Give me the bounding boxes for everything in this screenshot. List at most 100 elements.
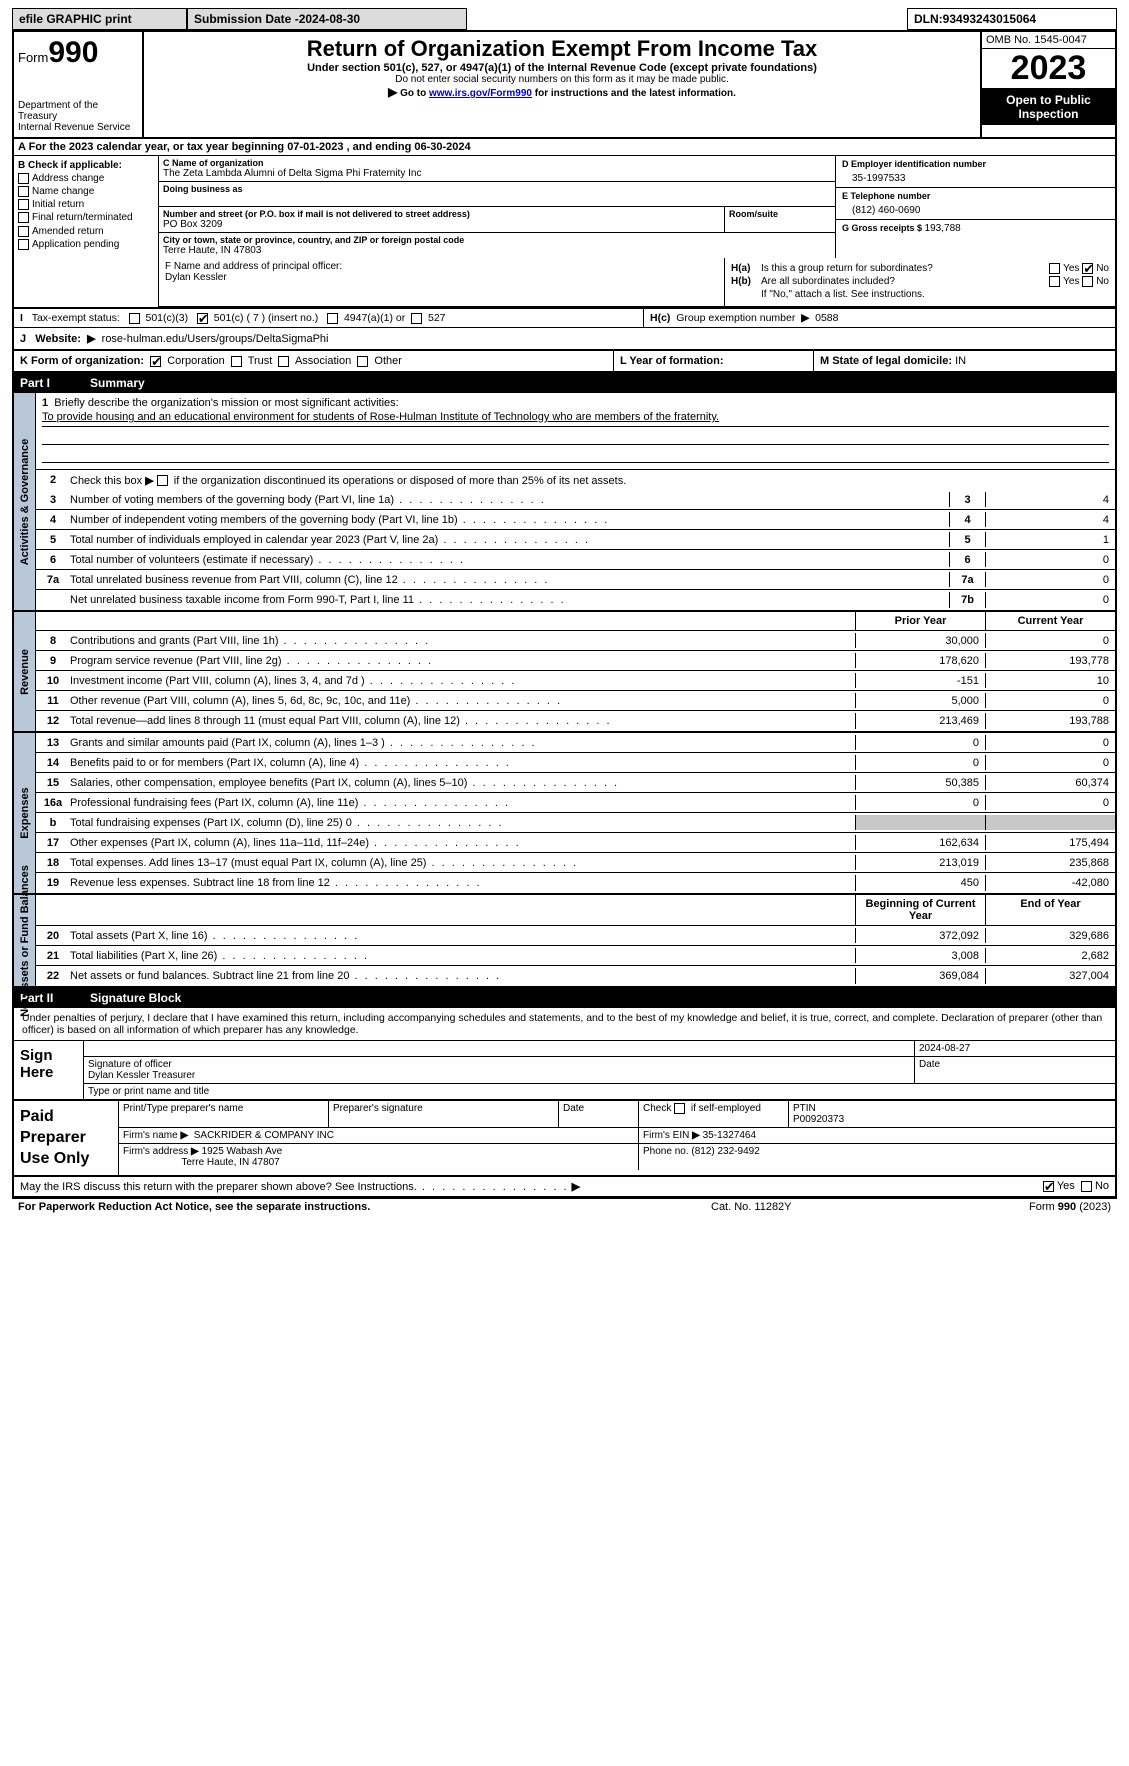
principal-officer: F Name and address of principal officer:… [159,258,725,306]
submission-date: Submission Date - 2024-08-30 [187,8,467,30]
part1-header: Part ISummary [12,373,1117,393]
state-domicile: M State of legal domicile: IN [814,351,1115,371]
form-number: Form990 [18,36,138,70]
expense-row: 19Revenue less expenses. Subtract line 1… [36,873,1115,893]
room-suite: Room/suite [725,207,835,233]
part2-header: Part IISignature Block [12,988,1117,1008]
group-return: H(a)Is this a group return for subordina… [725,258,1115,306]
open-public: Open to Public Inspection [982,89,1115,125]
paid-preparer-label: Paid Preparer Use Only [14,1101,119,1175]
expense-row: 13Grants and similar amounts paid (Part … [36,733,1115,753]
summary-row: Net unrelated business taxable income fr… [36,590,1115,610]
chk-corp[interactable] [150,356,161,367]
prep-selfemp: Check if self-employed [639,1101,789,1127]
department: Department of the Treasury Internal Reve… [18,100,138,133]
hdr-prior-year: Prior Year [855,612,985,630]
firm-phone: Phone no. (812) 232-9492 [639,1144,1115,1170]
irs-link[interactable]: www.irs.gov/Form990 [429,88,532,99]
netassets-row: 20Total assets (Part X, line 16)372,0923… [36,926,1115,946]
page-footer: For Paperwork Reduction Act Notice, see … [12,1197,1117,1215]
chk-final-return[interactable] [18,212,29,223]
form-of-org: K Form of organization: Corporation Trus… [14,351,614,371]
discuss-no[interactable] [1081,1181,1092,1192]
city-state: City or town, state or province, country… [159,233,835,258]
discuss-yes[interactable] [1043,1181,1054,1192]
chk-address-change[interactable] [18,173,29,184]
chk-app-pending[interactable] [18,239,29,250]
firm-ein: Firm's EIN ▶ 35-1327464 [639,1128,1115,1143]
revenue-row: 11Other revenue (Part VIII, column (A), … [36,691,1115,711]
type-name-label: Type or print name and title [84,1084,1115,1099]
website: J Website: ▶ rose-hulman.edu/Users/group… [14,328,644,349]
officer-sig: Signature of officer Dylan Kessler Treas… [84,1057,915,1083]
dba: Doing business as [159,182,835,207]
netassets-row: 22Net assets or fund balances. Subtract … [36,966,1115,986]
chk-initial-return[interactable] [18,199,29,210]
chk-amended[interactable] [18,226,29,237]
ha-no[interactable] [1082,263,1093,274]
side-revenue: Revenue [14,612,36,731]
chk-assoc[interactable] [278,356,289,367]
prep-date-hdr: Date [559,1101,639,1127]
chk-name-change[interactable] [18,186,29,197]
hdr-current-year: Current Year [985,612,1115,630]
gross-receipts: G Gross receipts $ 193,788 [836,220,1115,237]
discuss-row: May the IRS discuss this return with the… [12,1177,1117,1197]
chk-trust[interactable] [231,356,242,367]
chk-other[interactable] [357,356,368,367]
mission-block: 1 Briefly describe the organization's mi… [36,393,1115,470]
hdr-end-year: End of Year [985,895,1115,925]
firm-address: Firm's address ▶ 1925 Wabash Ave Terre H… [119,1144,639,1170]
sig-date-label: Date [915,1057,1115,1083]
chk-selfemp[interactable] [674,1103,685,1114]
expense-row: bTotal fundraising expenses (Part IX, co… [36,813,1115,833]
form-title: Return of Organization Exempt From Incom… [148,36,976,62]
tax-year: 2023 [982,49,1115,89]
street-address: Number and street (or P.O. box if mail i… [159,207,725,233]
form-header: Form990 Department of the Treasury Inter… [12,30,1117,139]
prep-name-hdr: Print/Type preparer's name [119,1101,329,1127]
side-activities: Activities & Governance [14,393,36,610]
summary-row: 7aTotal unrelated business revenue from … [36,570,1115,590]
efile-label: efile GRAPHIC print [12,8,187,30]
netassets-row: 21Total liabilities (Part X, line 26)3,0… [36,946,1115,966]
tax-exempt-status: I Tax-exempt status: 501(c)(3) 501(c) ( … [14,309,644,327]
revenue-row: 12Total revenue—add lines 8 through 11 (… [36,711,1115,731]
chk-501c3[interactable] [129,313,140,324]
chk-527[interactable] [411,313,422,324]
revenue-row: 8Contributions and grants (Part VIII, li… [36,631,1115,651]
ein: D Employer identification number 35-1997… [836,156,1115,188]
chk-501c[interactable] [197,313,208,324]
expense-row: 18Total expenses. Add lines 13–17 (must … [36,853,1115,873]
revenue-row: 10Investment income (Part VIII, column (… [36,671,1115,691]
revenue-row: 9Program service revenue (Part VIII, lin… [36,651,1115,671]
hb-yes[interactable] [1049,276,1060,287]
expense-row: 15Salaries, other compensation, employee… [36,773,1115,793]
chk-4947[interactable] [327,313,338,324]
summary-row: 3Number of voting members of the governi… [36,490,1115,510]
org-name: C Name of organization The Zeta Lambda A… [159,156,835,182]
sign-here-label: Sign Here [14,1041,84,1099]
side-netassets: Net Assets or Fund Balances [14,895,36,986]
hdr-beg-year: Beginning of Current Year [855,895,985,925]
summary-row: 4Number of independent voting members of… [36,510,1115,530]
ssn-warning: Do not enter social security numbers on … [148,74,976,85]
group-exemption: H(c) Group exemption number ▶ 0588 [644,309,1115,327]
prep-ptin: PTINP00920373 [789,1101,1115,1127]
omb-number: OMB No. 1545-0047 [982,32,1115,49]
row-a-period: A For the 2023 calendar year, or tax yea… [12,139,1117,156]
goto-line: ▶ Go to www.irs.gov/Form990 for instruct… [148,85,976,99]
top-bar: efile GRAPHIC print Submission Date - 20… [12,8,1117,30]
expense-row: 17Other expenses (Part IX, column (A), l… [36,833,1115,853]
ha-yes[interactable] [1049,263,1060,274]
chk-discontinued[interactable] [157,475,168,486]
firm-name: Firm's name ▶ SACKRIDER & COMPANY INC [119,1128,639,1143]
year-formation: L Year of formation: [614,351,814,371]
expense-row: 16aProfessional fundraising fees (Part I… [36,793,1115,813]
phone: E Telephone number (812) 460-0690 [836,188,1115,220]
expense-row: 14Benefits paid to or for members (Part … [36,753,1115,773]
hb-no[interactable] [1082,276,1093,287]
perjury-text: Under penalties of perjury, I declare th… [12,1008,1117,1041]
summary-row: 6Total number of volunteers (estimate if… [36,550,1115,570]
col-b: B Check if applicable: Address change Na… [14,156,159,307]
